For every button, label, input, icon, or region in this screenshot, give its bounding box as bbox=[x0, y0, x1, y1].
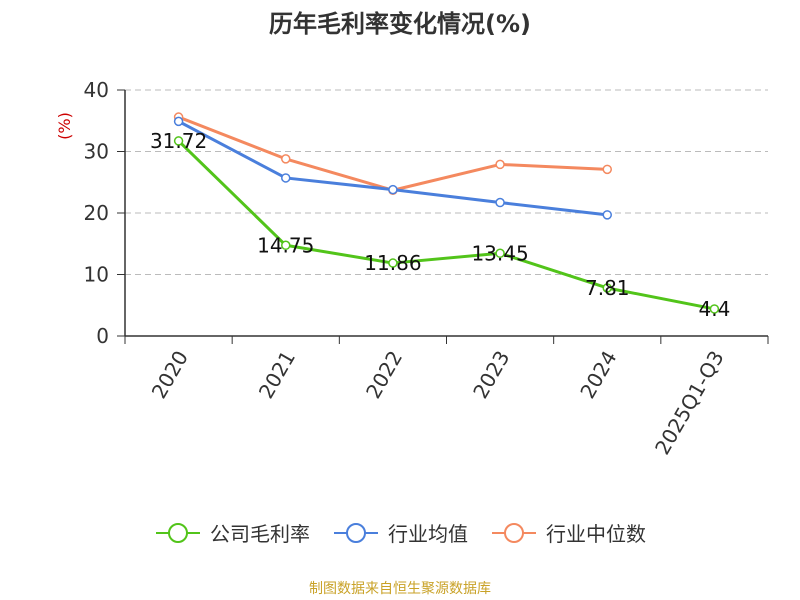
x-tick-label-2021: 2021 bbox=[254, 347, 300, 403]
series-2-point-2021 bbox=[281, 154, 291, 164]
series-line-0 bbox=[177, 139, 715, 311]
legend-item-industry-median[interactable]: 行业中位数 bbox=[490, 518, 646, 547]
series-0-point-2021 bbox=[281, 240, 291, 251]
x-tick-label-2020: 2020 bbox=[147, 347, 193, 403]
y-tick-label-30: 30 bbox=[84, 140, 109, 164]
legend-swatch-marker bbox=[346, 522, 366, 543]
legend-company-line-icon bbox=[156, 522, 200, 543]
series-line-1 bbox=[177, 120, 608, 217]
y-axis-label: (%) bbox=[55, 112, 74, 140]
data-label-2022: 11.86 bbox=[364, 251, 421, 275]
legend-industry-median-line-icon bbox=[492, 522, 536, 543]
series-2-point-2024 bbox=[602, 164, 612, 175]
chart-title: 历年毛利率变化情况(%) bbox=[269, 10, 531, 38]
series-1-point-2023 bbox=[495, 197, 505, 208]
data-source-note: 制图数据来自恒生聚源数据库 bbox=[309, 581, 491, 597]
x-tick-label-2025Q1-Q3: 2025Q1-Q3 bbox=[650, 347, 729, 459]
series-0-point-2023 bbox=[495, 248, 505, 259]
x-tick-label-2023: 2023 bbox=[468, 347, 514, 403]
data-label-2020: 31.72 bbox=[150, 129, 207, 153]
legend-item-company[interactable]: 公司毛利率 bbox=[154, 518, 310, 547]
y-tick-label-10: 10 bbox=[84, 263, 109, 287]
chart-legend: 公司毛利率 行业均值 行业中位数 bbox=[0, 518, 800, 547]
series-2-point-2023 bbox=[495, 159, 505, 170]
series-0-point-2022 bbox=[388, 258, 398, 268]
legend-item-industry-mean[interactable]: 行业均值 bbox=[332, 518, 468, 547]
legend-swatch-marker bbox=[168, 522, 188, 543]
series-0-point-2020 bbox=[173, 136, 184, 146]
legend-industry-mean-line-icon bbox=[334, 522, 378, 543]
data-label-2024: 7.81 bbox=[585, 276, 630, 300]
data-label-2023: 13.45 bbox=[471, 241, 528, 265]
legend-label-company: 公司毛利率 bbox=[210, 522, 310, 546]
series-0-point-2025Q1-Q3 bbox=[709, 304, 720, 314]
x-tick-label-2024: 2024 bbox=[575, 347, 621, 403]
series-1-point-2022 bbox=[388, 184, 398, 195]
y-tick-label-0: 0 bbox=[96, 324, 109, 348]
series-1-point-2020 bbox=[173, 116, 184, 127]
legend-swatch-marker bbox=[504, 522, 524, 543]
series-0-point-2024 bbox=[602, 283, 612, 293]
y-tick-label-20: 20 bbox=[84, 201, 109, 225]
legend-label-industry-mean: 行业均值 bbox=[388, 522, 468, 546]
x-tick-label-2022: 2022 bbox=[361, 347, 407, 403]
data-label-2021: 14.75 bbox=[257, 233, 314, 257]
y-tick-label-40: 40 bbox=[84, 78, 109, 102]
data-label-2025Q1-Q3: 4.4 bbox=[699, 297, 731, 321]
series-1-point-2024 bbox=[602, 210, 612, 220]
legend-label-industry-median: 行业中位数 bbox=[546, 522, 646, 546]
series-1-point-2021 bbox=[281, 173, 291, 183]
